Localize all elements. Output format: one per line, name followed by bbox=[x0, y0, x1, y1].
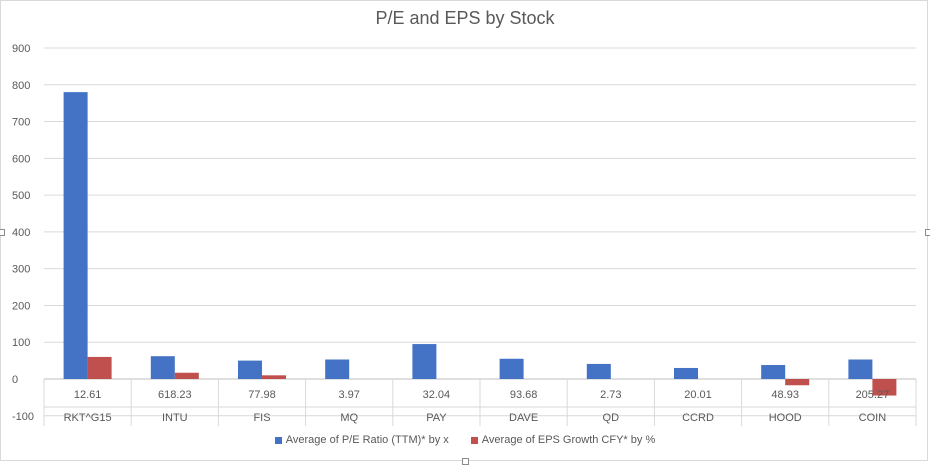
y-tick-label: 300 bbox=[12, 264, 30, 276]
bar-pe bbox=[848, 359, 873, 379]
category-label: CCRD bbox=[682, 412, 714, 424]
category-label: INTU bbox=[162, 412, 188, 424]
bar-pe bbox=[150, 356, 175, 379]
bar-pe bbox=[325, 359, 350, 379]
row-label: 48.93 bbox=[771, 389, 799, 401]
row-label: 32.04 bbox=[423, 389, 451, 401]
category-label: COIN bbox=[859, 412, 887, 424]
row-label: 20.01 bbox=[684, 389, 712, 401]
resize-handle-bottom[interactable] bbox=[462, 458, 469, 465]
bar-pe bbox=[761, 365, 786, 379]
row-label: 205.27 bbox=[856, 389, 890, 401]
y-tick-label: 200 bbox=[12, 300, 30, 312]
row-label: 2.73 bbox=[600, 389, 621, 401]
row-label: 12.61 bbox=[74, 389, 102, 401]
row-label: 77.98 bbox=[248, 389, 276, 401]
y-tick-label: 500 bbox=[12, 190, 30, 202]
bar-pe bbox=[63, 92, 88, 379]
bar-pe bbox=[586, 363, 611, 379]
y-tick-label: 700 bbox=[12, 117, 30, 129]
y-tick-label: 600 bbox=[12, 153, 30, 165]
y-tick-label: 900 bbox=[12, 43, 30, 55]
category-label: DAVE bbox=[509, 412, 538, 424]
resize-handle-right[interactable] bbox=[925, 229, 930, 236]
bar-pe bbox=[238, 360, 262, 379]
legend-label-pe: Average of P/E Ratio (TTM)* by x bbox=[285, 434, 449, 446]
legend-swatch-pe bbox=[274, 436, 282, 444]
y-tick-label: 0 bbox=[12, 374, 18, 386]
y-tick-label: 400 bbox=[12, 227, 30, 239]
category-label: PAY bbox=[426, 412, 447, 424]
legend-item-eps: Average of EPS Growth CFY* by % bbox=[470, 434, 656, 446]
legend-item-pe: Average of P/E Ratio (TTM)* by x bbox=[274, 434, 449, 446]
category-label: HOOD bbox=[769, 412, 802, 424]
resize-handle-left[interactable] bbox=[0, 229, 5, 236]
bar-eps bbox=[262, 375, 286, 379]
legend-swatch-eps bbox=[470, 436, 478, 444]
category-label: MQ bbox=[340, 412, 358, 424]
row-label: 618.23 bbox=[158, 389, 192, 401]
category-label: QD bbox=[603, 412, 620, 424]
bar-eps bbox=[872, 379, 897, 396]
chart-title: P/E and EPS by Stock bbox=[375, 8, 555, 28]
bar-eps bbox=[785, 379, 810, 386]
legend: Average of P/E Ratio (TTM)* by x Average… bbox=[0, 434, 930, 446]
y-tick-label: 100 bbox=[12, 337, 30, 349]
bar-pe bbox=[499, 358, 524, 379]
y-tick-label: 800 bbox=[12, 80, 30, 92]
row-label: 93.68 bbox=[510, 389, 538, 401]
bar-eps bbox=[87, 356, 112, 379]
row-label: 3.97 bbox=[338, 389, 359, 401]
y-tick-label: -100 bbox=[12, 411, 34, 423]
bar-pe bbox=[412, 344, 437, 379]
category-label: RKT^G15 bbox=[64, 412, 112, 424]
bar-pe bbox=[674, 367, 698, 379]
bar-eps bbox=[174, 372, 199, 379]
category-label: FIS bbox=[253, 412, 270, 424]
legend-label-eps: Average of EPS Growth CFY* by % bbox=[481, 434, 656, 446]
